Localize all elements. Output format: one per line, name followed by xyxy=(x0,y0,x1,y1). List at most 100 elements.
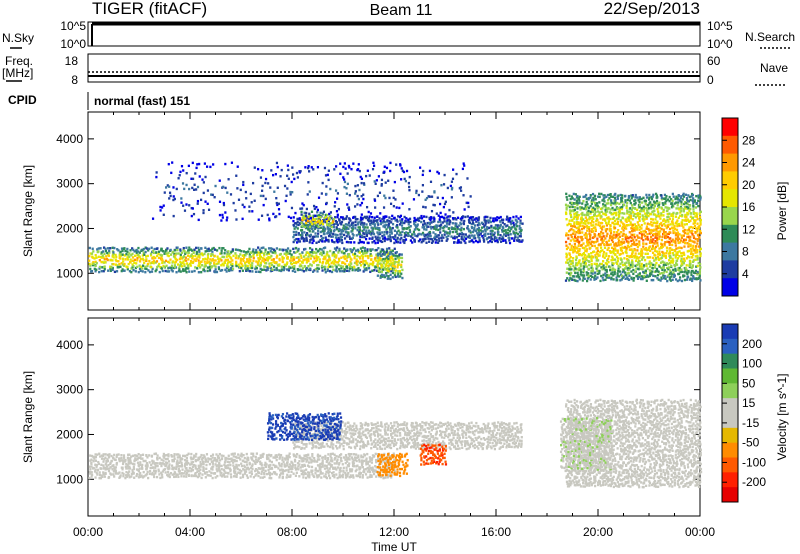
cell xyxy=(313,218,317,221)
cell xyxy=(345,227,348,231)
cell xyxy=(185,270,188,274)
cell xyxy=(114,263,117,266)
cell xyxy=(486,219,489,222)
cell xyxy=(360,221,364,224)
cell xyxy=(484,230,487,233)
cell xyxy=(231,248,234,251)
cell xyxy=(575,199,579,202)
cell xyxy=(575,201,578,204)
cell xyxy=(162,213,165,216)
cell xyxy=(672,231,675,235)
cell xyxy=(126,247,129,251)
cell xyxy=(632,279,635,282)
cell xyxy=(117,260,120,263)
cell xyxy=(623,240,626,244)
cell xyxy=(584,245,587,248)
cell xyxy=(587,238,590,242)
cell xyxy=(609,268,612,272)
cell xyxy=(694,219,697,222)
cell xyxy=(98,265,102,269)
cell xyxy=(333,168,336,171)
cell xyxy=(316,270,319,273)
cell xyxy=(649,212,652,216)
cell xyxy=(587,267,591,271)
cell xyxy=(665,195,668,198)
cell xyxy=(312,261,315,264)
cell xyxy=(666,212,669,216)
cell xyxy=(267,255,270,259)
cell xyxy=(607,255,611,258)
cell xyxy=(613,270,616,274)
cell xyxy=(127,461,130,464)
cell xyxy=(326,225,329,229)
cell xyxy=(433,225,436,228)
cell xyxy=(618,215,621,218)
cell xyxy=(581,257,585,260)
cell xyxy=(227,178,230,181)
cell xyxy=(321,181,324,185)
cell xyxy=(592,200,595,203)
cell xyxy=(660,212,663,215)
cell xyxy=(698,274,701,278)
cell xyxy=(699,231,702,235)
cell xyxy=(353,254,356,257)
cell xyxy=(662,218,666,221)
cell xyxy=(684,218,687,221)
cell xyxy=(585,193,588,197)
cell xyxy=(359,264,363,267)
cell xyxy=(217,257,220,261)
cell xyxy=(482,238,485,242)
cell xyxy=(458,241,461,244)
cell xyxy=(468,240,471,243)
cell xyxy=(618,232,621,236)
cell xyxy=(681,198,684,201)
cell xyxy=(676,257,680,260)
cell xyxy=(128,476,131,479)
cell xyxy=(231,267,235,271)
cell xyxy=(609,266,612,269)
cell xyxy=(224,186,227,190)
cell xyxy=(133,459,136,462)
cell xyxy=(678,233,681,236)
cell xyxy=(576,263,579,267)
cell xyxy=(378,267,382,270)
cell xyxy=(388,258,391,262)
cell xyxy=(638,210,642,213)
cell xyxy=(625,204,628,207)
cell xyxy=(675,237,678,240)
cell xyxy=(414,220,417,224)
cell xyxy=(89,472,92,475)
cell xyxy=(584,253,587,257)
cell xyxy=(674,215,677,218)
cell xyxy=(106,453,109,457)
cell xyxy=(334,264,337,267)
cell xyxy=(114,471,118,474)
cell xyxy=(681,213,684,217)
cell xyxy=(257,218,260,221)
cell xyxy=(682,238,686,242)
cell xyxy=(415,191,418,195)
cell xyxy=(663,232,666,236)
cell xyxy=(399,275,402,278)
cell xyxy=(631,195,634,198)
cell xyxy=(368,174,371,177)
cell xyxy=(655,194,659,197)
cell xyxy=(583,256,586,259)
cell xyxy=(615,276,618,279)
cell xyxy=(435,226,438,229)
cell xyxy=(565,271,568,274)
cell xyxy=(289,249,292,253)
cell xyxy=(136,458,139,461)
cell xyxy=(222,201,225,205)
cell xyxy=(569,201,572,204)
cell xyxy=(365,251,368,255)
cell xyxy=(504,225,508,228)
cell xyxy=(629,216,632,220)
cell xyxy=(438,202,442,206)
cell xyxy=(471,215,475,219)
cell xyxy=(589,221,592,225)
cell xyxy=(688,265,691,269)
cell xyxy=(104,456,107,459)
cell xyxy=(126,256,129,259)
cell xyxy=(669,256,672,259)
